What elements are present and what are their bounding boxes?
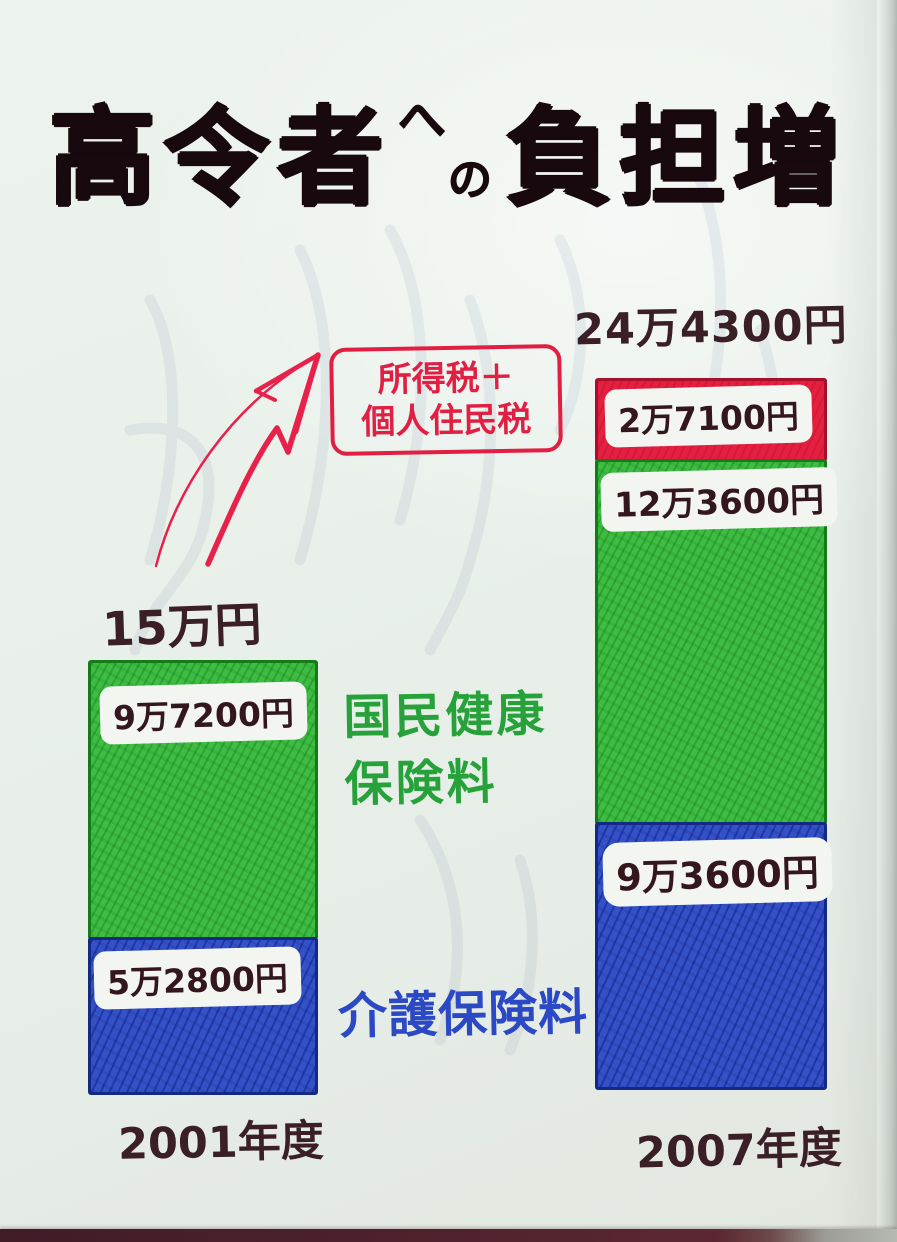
label-2001-care-insurance: 5万2800円 [93, 946, 302, 1010]
tax-annotation-line1: 所得税＋ [377, 357, 514, 400]
category-2007: 2007年度 [635, 1123, 843, 1179]
title-part-2: へ [397, 92, 446, 148]
increase-arrow-icon [154, 352, 321, 568]
background-table-band [0, 1229, 897, 1242]
legend-care-insurance: 介護保険料 [337, 983, 589, 1046]
label-2007-care-insurance: 9万3600円 [602, 837, 833, 907]
title-part-4: 負担増 [505, 97, 848, 220]
tax-annotation-box: 所得税＋ 個人住民税 [329, 343, 563, 457]
legend-health-insurance-line2: 保険料 [344, 754, 499, 813]
label-2001-health-insurance: 9万7200円 [99, 681, 308, 745]
bar-2007: 2万7100円 12万3600円 9万3600円 [595, 378, 838, 1090]
tax-annotation-line2: 個人住民税 [361, 399, 532, 443]
label-2007-tax: 2万7100円 [604, 384, 813, 448]
title-part-3: の [447, 154, 492, 205]
category-2001: 2001年度 [117, 1116, 325, 1170]
label-2007-health-insurance: 12万3600円 [600, 466, 838, 533]
photo-right-edge [877, 0, 897, 1242]
total-2007: 24万4300円 [573, 300, 849, 356]
legend-health-insurance: 国民健康 保険料 [343, 681, 549, 819]
total-2001: 15万円 [101, 597, 263, 658]
poster-title: 高令者への負担増 [0, 72, 897, 226]
title-part-1: 高令者 [49, 97, 392, 220]
paper-edge-shadow [829, 0, 877, 1242]
legend-health-insurance-line1: 国民健康 [342, 686, 548, 746]
bar-2001: 9万7200円 5万2800円 [88, 660, 318, 1095]
